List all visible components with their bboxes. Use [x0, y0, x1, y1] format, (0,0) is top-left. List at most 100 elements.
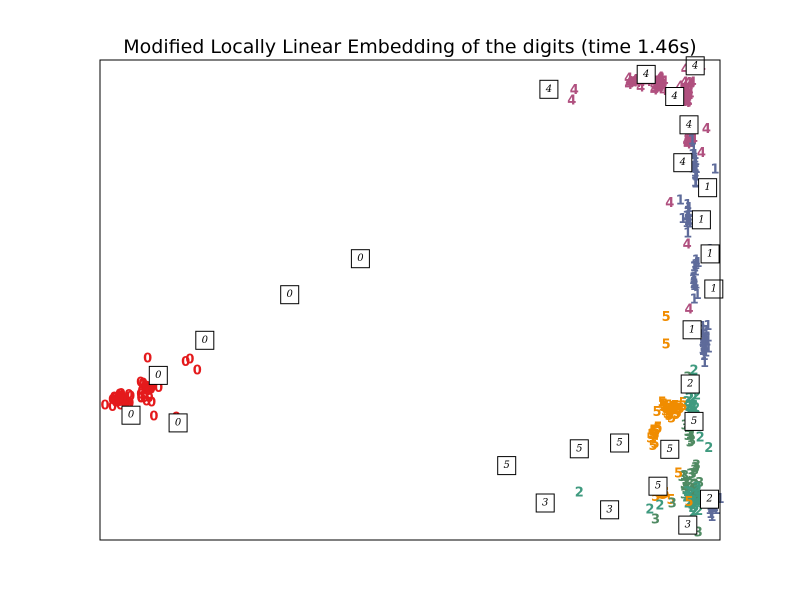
cluster-point-digit-4: 4 [631, 74, 640, 89]
cluster-point-digit-2: 2 [686, 486, 695, 501]
cluster-point-digit-3: 3 [680, 469, 689, 484]
thumbnail-frame [195, 330, 215, 350]
digit-thumbnail-5: 5 [569, 439, 589, 459]
cluster-point-digit-3: 3 [690, 484, 699, 499]
cluster-point-digit-4: 4 [681, 82, 690, 97]
thumbnail-digit-glyph: 5 [616, 438, 622, 449]
cluster-point-digit-4: 4 [656, 73, 665, 88]
cluster-point-digit-5: 5 [673, 407, 682, 422]
cluster-point-digit-1: 1 [693, 288, 702, 303]
cluster-point-digit-2: 2 [694, 504, 703, 519]
cluster-point-digit-1: 1 [688, 161, 697, 176]
cluster-point-digit-2: 2 [685, 391, 694, 406]
thumbnail-digit-glyph: 5 [504, 460, 510, 471]
thumbnail-digit-glyph: 3 [542, 498, 548, 509]
data-point-digit-0: 0 [117, 387, 126, 402]
cluster-point-digit-0: 0 [137, 391, 146, 406]
thumbnail-frame [678, 515, 698, 535]
cluster-point-digit-3: 3 [690, 492, 699, 507]
data-point-digit-4: 4 [567, 93, 576, 108]
data-point-digit-4: 4 [665, 196, 674, 211]
cluster-point-digit-0: 0 [126, 390, 135, 405]
cluster-point-digit-0: 0 [136, 375, 145, 390]
data-point-digit-1: 1 [676, 194, 685, 209]
cluster-point-digit-0: 0 [143, 380, 152, 395]
cluster-point-digit-0: 0 [111, 395, 120, 410]
cluster-point-digit-1: 1 [690, 260, 699, 275]
cluster-point-digit-0: 0 [121, 396, 130, 411]
cluster-point-digit-4: 4 [684, 132, 693, 147]
cluster-point-digit-1: 1 [691, 278, 700, 293]
cluster-point-digit-1: 1 [682, 210, 691, 225]
data-point-digit-0: 0 [142, 395, 151, 410]
cluster-point-digit-1: 1 [690, 275, 699, 290]
data-point-digit-0: 0 [100, 399, 109, 414]
cluster-point-digit-1: 1 [690, 148, 699, 163]
cluster-point-digit-1: 1 [698, 333, 707, 348]
cluster-point-digit-2: 2 [689, 399, 698, 414]
digit-thumbnail-1: 1 [682, 320, 702, 340]
cluster-point-digit-3: 3 [680, 478, 689, 493]
cluster-point-digit-2: 2 [695, 491, 704, 506]
cluster-point-digit-1: 1 [704, 342, 713, 357]
cluster-point-digit-2: 2 [692, 480, 701, 495]
digit-thumbnail-0: 0 [350, 249, 370, 269]
cluster-point-digit-4: 4 [659, 84, 668, 99]
cluster-point-digit-2: 2 [684, 400, 693, 415]
cluster-point-digit-4: 4 [680, 76, 689, 91]
thumbnail-digit-glyph: 2 [686, 379, 693, 390]
cluster-point-digit-1: 1 [701, 345, 710, 360]
cluster-point-digit-5: 5 [651, 490, 660, 505]
cluster-point-digit-1: 1 [701, 341, 710, 356]
cluster-point-digit-5: 5 [666, 493, 675, 508]
thumbnail-frame [280, 285, 300, 305]
data-point-digit-5: 5 [662, 338, 671, 353]
cluster-point-digit-1: 1 [690, 152, 699, 167]
digit-thumbnail-2: 2 [700, 489, 719, 509]
thumbnail-frame [704, 279, 724, 299]
cluster-point-digit-1: 1 [699, 340, 708, 355]
cluster-point-digit-4: 4 [680, 92, 689, 107]
data-point-digit-1: 1 [700, 356, 709, 371]
cluster-point-digit-2: 2 [691, 401, 700, 416]
data-point-digit-4: 4 [570, 83, 579, 98]
cluster-point-digit-1: 1 [693, 256, 702, 271]
cluster-point-digit-3: 3 [690, 463, 699, 478]
cluster-point-digit-5: 5 [651, 425, 660, 440]
cluster-point-digit-0: 0 [123, 395, 132, 410]
cluster-point-digit-1: 1 [684, 210, 693, 225]
cluster-point-digit-3: 3 [689, 483, 698, 498]
cluster-point-digit-2: 2 [689, 506, 698, 521]
cluster-point-digit-4: 4 [680, 80, 689, 95]
thumbnail-frame [700, 244, 720, 264]
cluster-point-digit-3: 3 [691, 461, 700, 476]
cluster-point-digit-1: 1 [683, 205, 692, 220]
cluster-point-digit-0: 0 [140, 380, 149, 395]
digit-thumbnail-1: 1 [700, 244, 720, 264]
cluster-point-digit-1: 1 [703, 331, 712, 346]
cluster-point-digit-5: 5 [679, 396, 688, 411]
cluster-point-digit-1: 1 [698, 329, 707, 344]
thumbnail-frame [148, 365, 168, 385]
cluster-point-digit-2: 2 [682, 395, 691, 410]
cluster-point-digit-5: 5 [674, 403, 683, 418]
cluster-point-digit-1: 1 [698, 344, 707, 359]
digit-thumbnail-5: 5 [660, 439, 680, 459]
cluster-point-digit-0: 0 [115, 392, 124, 407]
cluster-point-digit-1: 1 [699, 323, 708, 338]
cluster-point-digit-4: 4 [686, 135, 695, 150]
cluster-point-digit-1: 1 [689, 144, 698, 159]
cluster-point-digit-0: 0 [144, 384, 153, 399]
cluster-point-digit-0: 0 [154, 381, 163, 396]
cluster-point-digit-5: 5 [671, 408, 680, 423]
cluster-point-digit-0: 0 [115, 392, 124, 407]
data-point-digit-5: 5 [653, 421, 662, 436]
thumbnail-digit-glyph: 5 [655, 481, 661, 492]
cluster-point-digit-2: 2 [687, 498, 696, 513]
thumbnail-frame [168, 413, 188, 433]
cluster-point-digit-1: 1 [702, 335, 711, 350]
cluster-point-digit-4: 4 [684, 76, 693, 91]
cluster-point-digit-4: 4 [650, 83, 659, 98]
cluster-point-digit-4: 4 [654, 78, 663, 93]
